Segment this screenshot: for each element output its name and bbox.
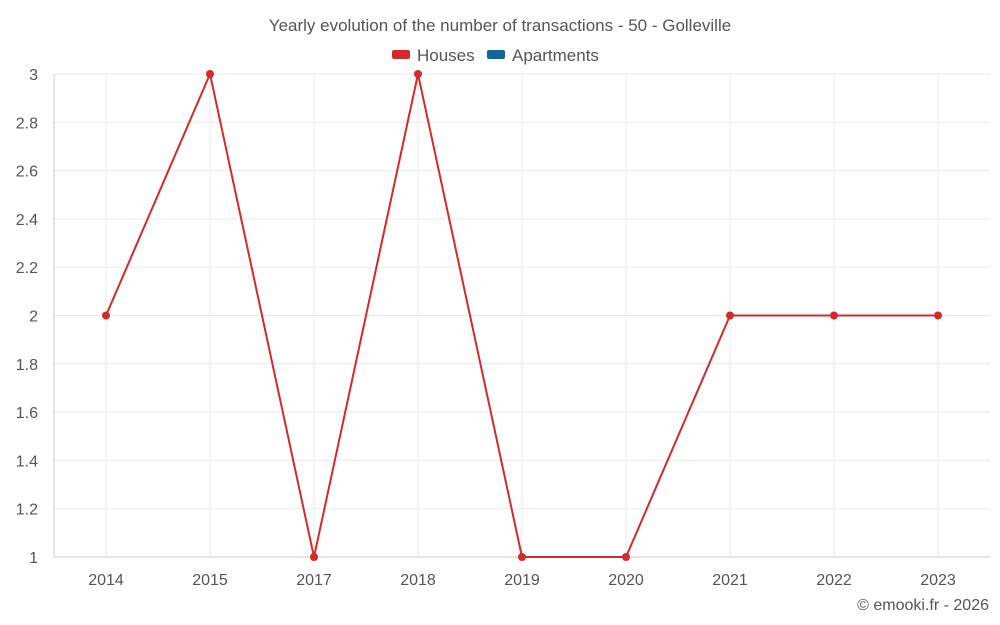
chart-title: Yearly evolution of the number of transa… xyxy=(269,16,731,35)
legend-swatch-houses xyxy=(392,50,410,59)
x-tick-label: 2021 xyxy=(712,572,748,589)
x-tick-label: 2018 xyxy=(400,572,436,589)
data-point[interactable] xyxy=(934,311,942,320)
legend-label-houses: Houses xyxy=(417,46,475,65)
legend-item-houses[interactable]: Houses xyxy=(392,46,475,65)
y-tick-label: 3 xyxy=(29,67,38,84)
data-point[interactable] xyxy=(206,70,214,78)
legend-item-apartments[interactable]: Apartments xyxy=(487,46,599,65)
y-tick-label: 1.2 xyxy=(16,502,38,519)
legend-swatch-apartments xyxy=(487,50,505,59)
x-tick-label: 2022 xyxy=(816,572,852,589)
x-tick-label: 2015 xyxy=(192,572,228,589)
y-tick-label: 2.6 xyxy=(16,164,38,181)
data-point[interactable] xyxy=(830,311,838,320)
data-point[interactable] xyxy=(414,70,422,78)
y-tick-label: 2 xyxy=(29,309,38,326)
y-tick-label: 1.4 xyxy=(16,453,38,470)
y-tick-label: 2.4 xyxy=(16,212,38,229)
x-axis-ticks: 2014 2015 2017 2018 2019 2020 2021 2022 2023 xyxy=(88,572,956,589)
x-tick-label: 2019 xyxy=(504,572,540,589)
data-point[interactable] xyxy=(726,311,734,320)
y-tick-label: 2.8 xyxy=(16,115,38,132)
data-point[interactable] xyxy=(310,553,318,561)
y-tick-label: 1.6 xyxy=(16,405,38,422)
data-point[interactable] xyxy=(102,311,110,320)
x-tick-label: 2014 xyxy=(88,572,124,589)
data-point[interactable] xyxy=(518,553,526,561)
legend-label-apartments: Apartments xyxy=(512,46,599,65)
y-tick-label: 1 xyxy=(29,550,38,567)
y-tick-label: 2.2 xyxy=(16,260,38,277)
data-point[interactable] xyxy=(622,553,630,561)
legend: Houses Apartments xyxy=(392,46,599,65)
y-axis-ticks: 1 1.2 1.4 1.6 1.8 2 2.2 2.4 2.6 2.8 3 xyxy=(16,67,38,567)
x-tick-label: 2023 xyxy=(920,572,956,589)
y-tick-label: 1.8 xyxy=(16,357,38,374)
credit-text: © emooki.fr - 2026 xyxy=(857,597,989,614)
x-tick-label: 2017 xyxy=(296,572,332,589)
x-tick-label: 2020 xyxy=(608,572,644,589)
series-houses xyxy=(102,70,942,561)
